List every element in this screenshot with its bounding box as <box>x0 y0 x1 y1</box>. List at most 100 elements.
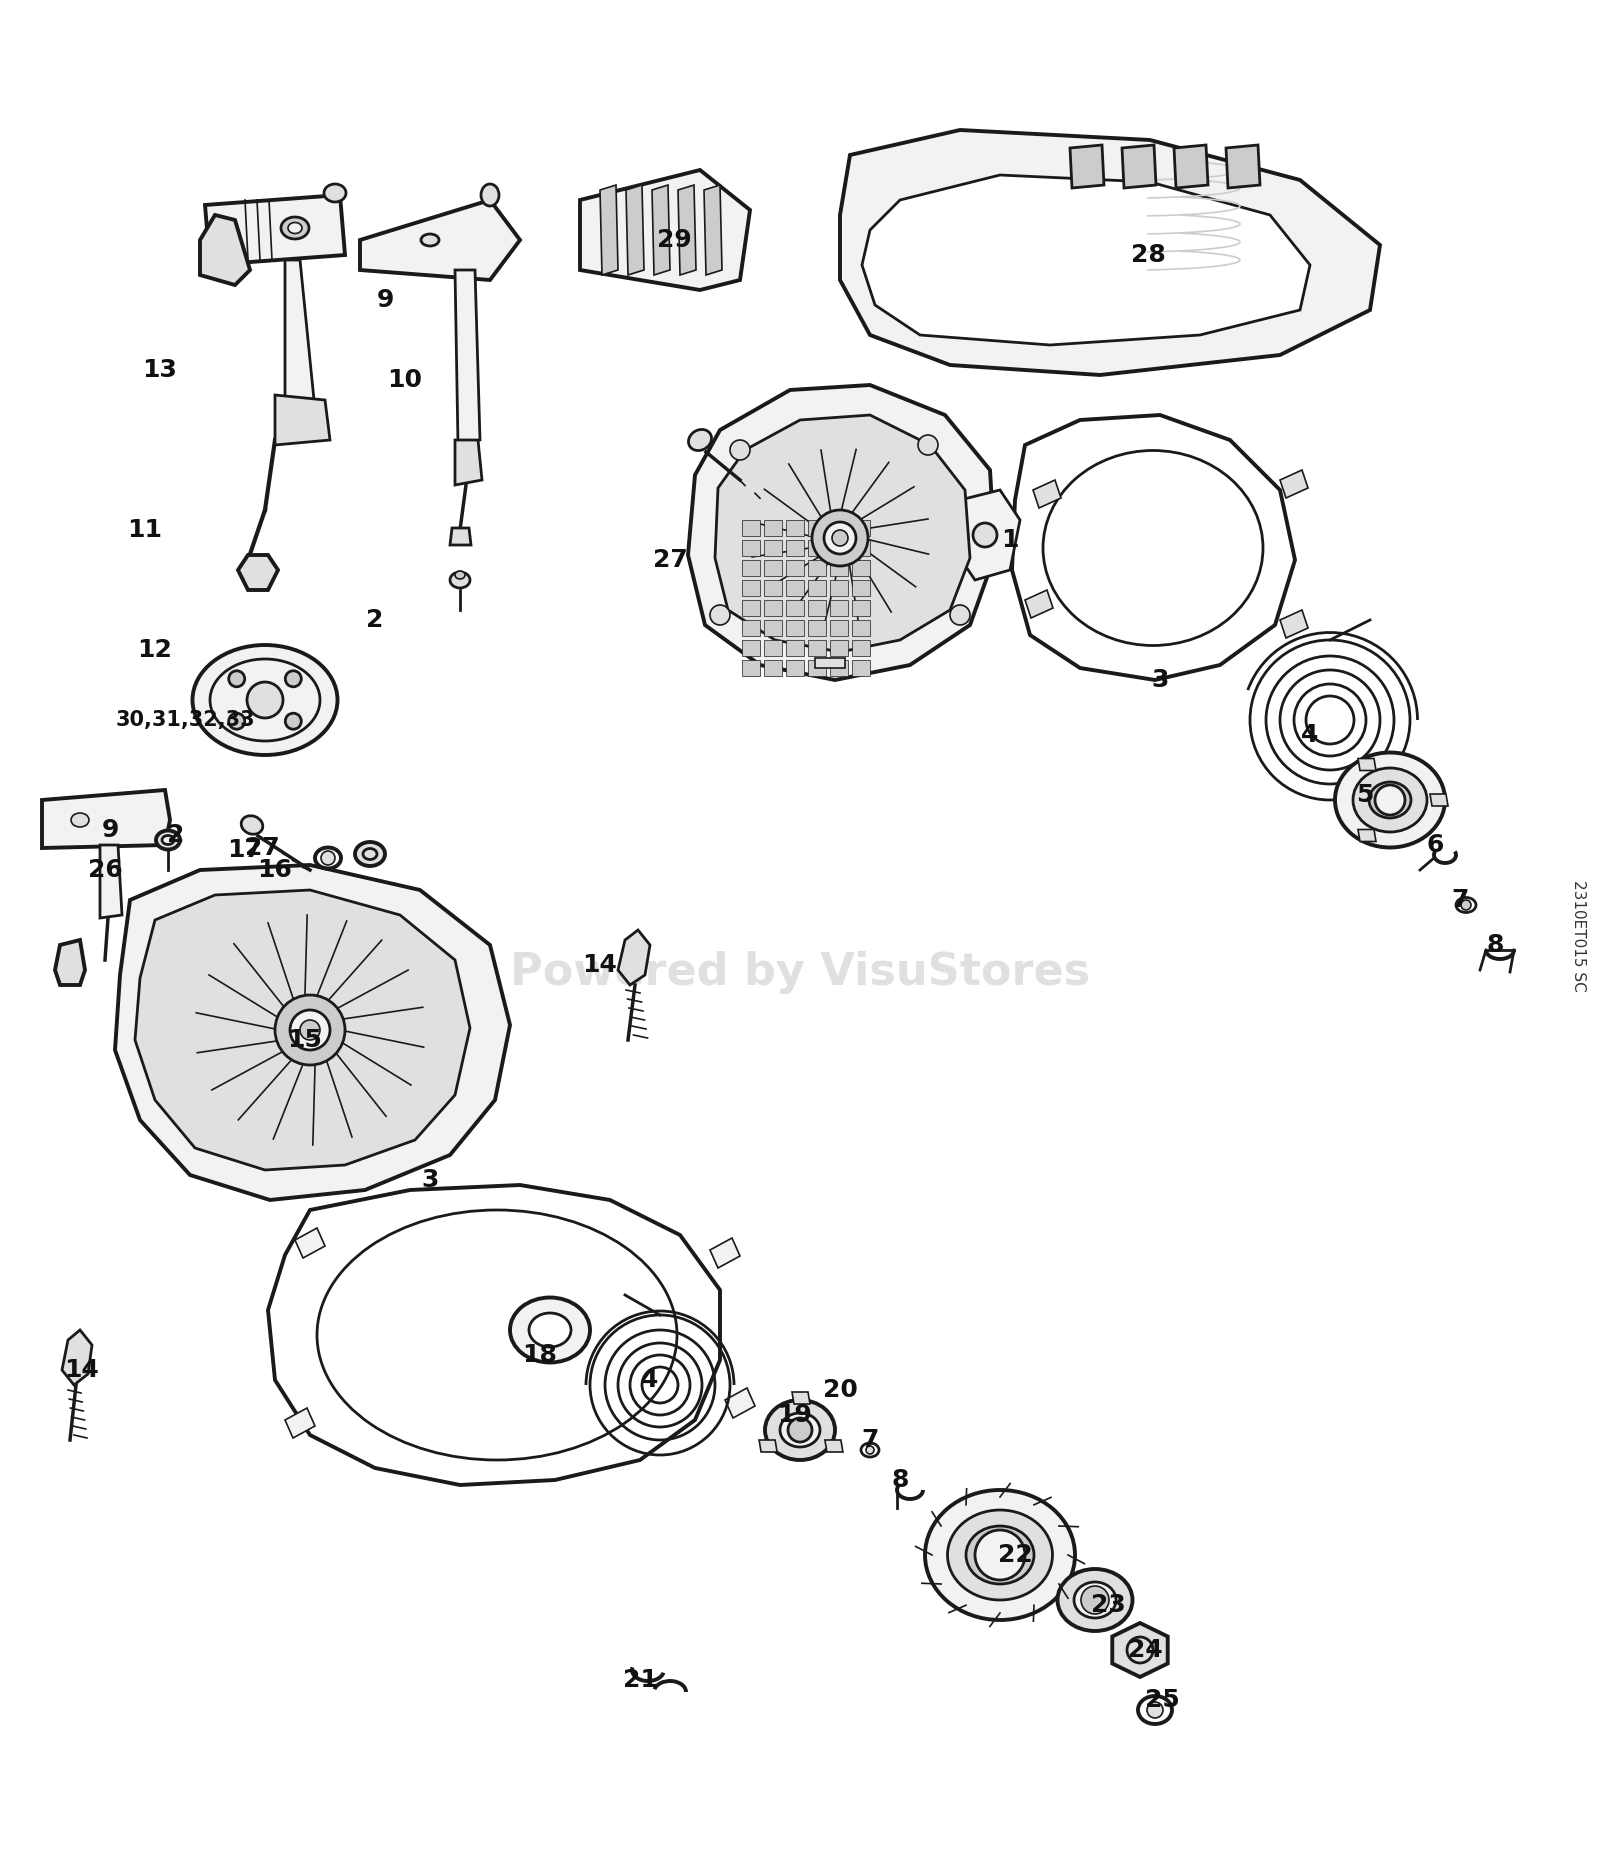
Bar <box>742 619 760 636</box>
Text: 1: 1 <box>1002 528 1019 552</box>
Text: 9: 9 <box>376 288 394 312</box>
Bar <box>830 619 848 636</box>
Polygon shape <box>450 528 470 544</box>
Polygon shape <box>1280 610 1309 638</box>
Text: Powered by VisuStores: Powered by VisuStores <box>510 952 1090 994</box>
Bar <box>808 580 826 597</box>
Text: 17: 17 <box>227 838 262 863</box>
Bar <box>851 541 870 556</box>
Text: 15: 15 <box>288 1027 323 1052</box>
Circle shape <box>787 1418 813 1443</box>
Polygon shape <box>958 490 1021 580</box>
Polygon shape <box>792 1392 810 1403</box>
Bar <box>808 619 826 636</box>
Bar <box>786 541 805 556</box>
Bar <box>830 640 848 657</box>
Circle shape <box>973 524 997 546</box>
Text: 19: 19 <box>778 1403 813 1428</box>
Ellipse shape <box>70 814 90 827</box>
Text: 3: 3 <box>421 1168 438 1192</box>
Bar <box>742 580 760 597</box>
Circle shape <box>824 522 856 554</box>
Text: 14: 14 <box>64 1358 99 1383</box>
Polygon shape <box>704 185 722 275</box>
Polygon shape <box>1112 1622 1168 1676</box>
Ellipse shape <box>355 842 386 866</box>
Polygon shape <box>1013 415 1294 679</box>
Bar <box>786 601 805 616</box>
Ellipse shape <box>781 1413 819 1446</box>
Polygon shape <box>653 185 670 275</box>
Ellipse shape <box>947 1510 1053 1600</box>
Polygon shape <box>1430 793 1448 806</box>
Circle shape <box>290 1010 330 1050</box>
Polygon shape <box>269 1184 720 1486</box>
Bar <box>808 541 826 556</box>
Bar <box>851 559 870 576</box>
Polygon shape <box>1174 144 1208 187</box>
Polygon shape <box>826 1441 843 1452</box>
Ellipse shape <box>688 430 712 451</box>
Polygon shape <box>1122 144 1155 187</box>
Bar <box>742 640 760 657</box>
Bar <box>742 541 760 556</box>
Ellipse shape <box>1354 767 1427 833</box>
Ellipse shape <box>288 223 302 234</box>
Polygon shape <box>62 1330 93 1385</box>
Bar <box>808 640 826 657</box>
Bar <box>786 619 805 636</box>
Ellipse shape <box>765 1400 835 1459</box>
Text: 11: 11 <box>128 518 163 543</box>
Circle shape <box>301 1020 320 1040</box>
Polygon shape <box>454 440 482 485</box>
Bar <box>786 660 805 675</box>
Bar <box>830 541 848 556</box>
Ellipse shape <box>966 1527 1034 1585</box>
Polygon shape <box>285 260 315 419</box>
Polygon shape <box>1358 758 1376 771</box>
Text: 29: 29 <box>656 228 691 253</box>
Text: 2: 2 <box>366 608 384 632</box>
Polygon shape <box>1226 144 1261 187</box>
Ellipse shape <box>192 645 338 756</box>
Bar <box>851 580 870 597</box>
Bar <box>765 619 782 636</box>
Ellipse shape <box>482 183 499 206</box>
Circle shape <box>710 604 730 625</box>
Text: 10: 10 <box>387 369 422 393</box>
Bar <box>742 601 760 616</box>
Text: 23: 23 <box>1091 1592 1125 1617</box>
Text: 8: 8 <box>1486 934 1504 956</box>
Bar <box>765 640 782 657</box>
Text: 18: 18 <box>523 1343 557 1368</box>
Text: 6: 6 <box>1426 833 1443 857</box>
Circle shape <box>246 683 283 718</box>
Polygon shape <box>1034 481 1061 509</box>
Circle shape <box>285 713 301 730</box>
Polygon shape <box>99 846 122 919</box>
Bar <box>830 580 848 597</box>
Polygon shape <box>134 891 470 1169</box>
Bar <box>786 640 805 657</box>
Circle shape <box>285 672 301 687</box>
Bar <box>786 559 805 576</box>
Text: 4: 4 <box>642 1368 659 1392</box>
Polygon shape <box>115 864 510 1199</box>
Bar <box>830 601 848 616</box>
Circle shape <box>1461 900 1470 909</box>
Circle shape <box>229 672 245 687</box>
Polygon shape <box>840 129 1379 374</box>
Circle shape <box>950 604 970 625</box>
Ellipse shape <box>454 571 466 578</box>
Polygon shape <box>688 385 995 679</box>
Text: 21: 21 <box>622 1669 658 1691</box>
Circle shape <box>275 995 346 1065</box>
Text: 30,31,32,33: 30,31,32,33 <box>115 709 254 730</box>
Text: 4: 4 <box>1301 722 1318 747</box>
Bar <box>851 660 870 675</box>
Ellipse shape <box>510 1297 590 1362</box>
Polygon shape <box>1358 829 1376 842</box>
Ellipse shape <box>1058 1570 1133 1632</box>
Polygon shape <box>1026 589 1053 617</box>
Bar <box>765 580 782 597</box>
